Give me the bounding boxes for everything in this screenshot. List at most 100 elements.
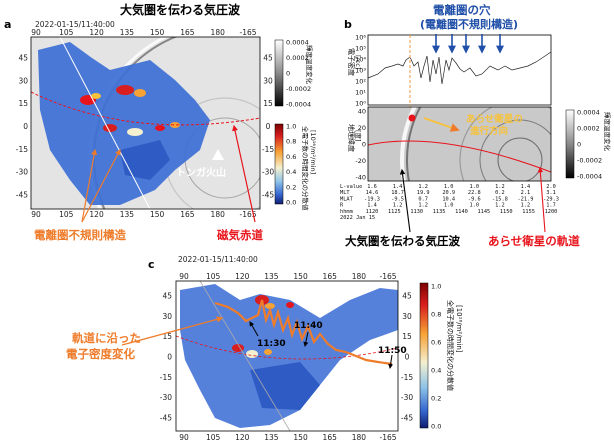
latitude-plot-frame (367, 106, 552, 182)
ephemeris-cell: 0.2 (495, 190, 505, 196)
panel-b-gray-colorbar-tick: 0.0004 (577, 109, 600, 117)
panel-c-colorbar-ticks: 1.0 0.8 0.6 0.4 0.2 0.0 (431, 283, 441, 431)
panel-a-x-ticks-top: 90 105 120 135 150 165 180 -165 (31, 28, 257, 37)
ephemeris-cell: 1125 (388, 209, 401, 215)
panel-a-y-tick-left: 15 (18, 99, 28, 108)
panel-a-color-colorbar-tick: 0.8 (286, 138, 296, 146)
panel-c-x-tick-bottom: 105 (206, 433, 221, 442)
panel-a-y-tick-right: -15 (262, 145, 274, 154)
panel-a-timestamp: 2022-01-15/11:40:00 (35, 20, 115, 29)
ephemeris-cell: 1.2 (418, 184, 428, 190)
panel-c-colorbar-tick: 0.2 (431, 395, 441, 403)
panel-c-y-ticks-left: 45 30 15 0 -15 -30 -45 (160, 292, 172, 423)
density-y-tick: 10⁰ (355, 100, 366, 108)
ephemeris-cell: 1155 (522, 209, 535, 215)
panel-b-gray-colorbar-ticks: 0.0004 0.0002 0 -0.0002 -0.0004 (577, 109, 602, 181)
panel-c-y-tick-left: 45 (162, 292, 172, 301)
panel-b-letter: b (344, 18, 352, 31)
panel-a-gray-colorbar-tick: 0.0004 (286, 39, 309, 47)
pressure-wave-label: 大気圏を伝わる気圧波 (345, 234, 460, 248)
panel-a-color-colorbar-tick: 0.4 (286, 168, 296, 176)
pressure-wave-arrow (399, 168, 411, 233)
panel-c-colorbar (419, 282, 429, 429)
ephemeris-cell: 1140 (455, 209, 468, 215)
tec-blue-patch (120, 140, 170, 180)
tonga-volcano-label: トンガ火山 (176, 166, 226, 179)
panel-c-y-tick-right: 30 (402, 312, 412, 321)
panel-c-timestamp: 2022-01-15/11:40:00 (178, 255, 258, 264)
orbit-density-trace (214, 299, 393, 366)
time-label-1130: 11:30 (257, 339, 286, 349)
panel-c-x-tick-bottom: 165 (323, 433, 338, 442)
latitude-plot-content (368, 107, 551, 181)
ephemeris-cell: 14.6 (366, 190, 379, 196)
latitude-y-unit: [度] (354, 130, 363, 142)
panel-c-letter: c (148, 258, 155, 271)
tonga-volcano-marker (212, 149, 224, 160)
time-arrow-1150 (388, 354, 394, 369)
panel-a-x-tick-bottom: 135 (120, 210, 135, 219)
ephemeris-cell: 1200 (545, 209, 558, 215)
panel-b-gray-colorbar-tick: -0.0004 (577, 173, 602, 181)
c-tec-blue-region (180, 284, 398, 428)
panel-c-x-tick-bottom: 90 (179, 433, 189, 442)
panel-a-x-tick-top: 90 (31, 28, 41, 37)
c-orbit-base-line (199, 281, 291, 431)
panel-c-y-tick-right: 0 (405, 353, 410, 362)
arase-orbit-line (59, 37, 151, 209)
ephemeris-cell: 1.2 (418, 203, 428, 209)
panel-c: c 2022-01-15/11:40:00 90 105 120 135 150 165 1… (148, 255, 463, 442)
panel-a-y-tick-right: 30 (263, 76, 273, 85)
panel-a-x-tick-bottom: 120 (89, 210, 104, 219)
ephemeris-cell: -9.6 (468, 196, 481, 202)
panel-c-x-tick-top: 165 (323, 272, 338, 281)
panel-a-y-tick-right: 0 (266, 122, 271, 131)
panel-a-x-tick-top: 150 (150, 28, 165, 37)
ephemeris-cell: 1145 (477, 209, 490, 215)
panel-c-x-tick-top: 180 (352, 272, 367, 281)
time-arrow-1130 (249, 321, 259, 337)
c-magnetic-equator-line (176, 335, 398, 360)
ephemeris-cell: -29.3 (543, 196, 559, 202)
panel-c-colorbar-label: 全電子数の時間変化の分散値 (446, 300, 455, 391)
panel-a-x-ticks-bottom: 90 105 120 135 150 165 180 -165 (31, 210, 257, 219)
panel-c-x-tick-top: 90 (179, 272, 189, 281)
panel-a-x-tick-top: 180 (211, 28, 226, 37)
density-y-label: 電子密度 (347, 48, 356, 76)
density-y-tick: 10⁴ (355, 56, 366, 64)
panel-a-y-tick-left: -15 (16, 145, 28, 154)
panel-a-y-tick-left: 45 (18, 54, 28, 63)
time-arrow-1140 (303, 331, 309, 347)
panel-a-map-content (31, 37, 260, 209)
density-y-tick: 10² (355, 78, 366, 86)
panel-c-x-tick-top: 120 (235, 272, 250, 281)
time-label-1140: 11:40 (294, 321, 323, 331)
density-y-tick: 10⁶ (355, 34, 366, 42)
panel-a-y-tick-right: -30 (262, 168, 274, 177)
latitude-y-ticks: 40 20 0 -20 -40 (355, 108, 366, 182)
satellite-direction-label-1: あらせ衛星の (466, 113, 523, 125)
panel-c-y-tick-left: -30 (160, 393, 172, 402)
irregular-structure-label: 電離圏不規則構造 (34, 228, 126, 242)
ephemeris-cell: 1.2 (393, 203, 403, 209)
magnetic-equator-label: 磁気赤道 (217, 228, 263, 242)
panel-c-colorbar-tick: 0.4 (431, 367, 441, 375)
density-plot-frame (367, 34, 552, 106)
panel-b-gray-colorbar-tick: -0.0002 (577, 157, 602, 165)
panel-c-map-frame (175, 280, 399, 432)
c-tec-blue-lower (250, 362, 320, 410)
latitude-y-label: 地理緯度 (347, 124, 356, 152)
panel-c-y-tick-left: -45 (160, 414, 172, 423)
panel-a-y-ticks-right: 45 30 15 0 -15 -30 -45 (262, 54, 274, 200)
panel-c-x-tick-bottom: 135 (264, 433, 279, 442)
panel-a-y-tick-right: -45 (262, 191, 274, 200)
orbit-density-arrow (121, 316, 224, 346)
panel-a-letter: a (4, 18, 11, 31)
ephemeris-cell: 10.4 (442, 196, 455, 202)
electron-density-trace (367, 51, 552, 85)
ephemeris-cell: 1.4 (367, 203, 377, 209)
panel-a-gray-colorbar-ticks: 0.0004 0.0002 0 -0.0002 -0.0004 (286, 39, 311, 109)
panel-c-y-tick-left: -15 (160, 373, 172, 382)
panel-c-y-tick-left: 30 (162, 312, 172, 321)
